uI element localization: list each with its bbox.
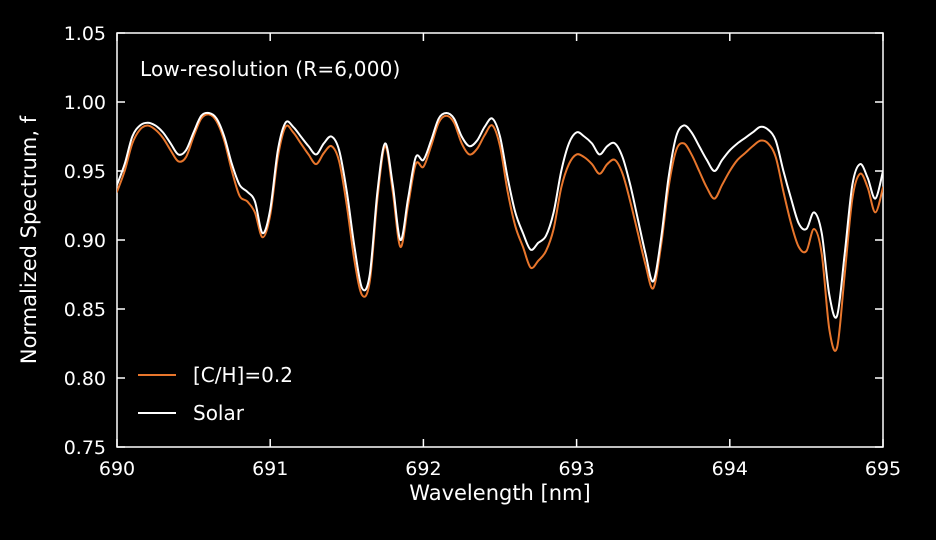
y-tick-label: 1.05	[64, 23, 106, 45]
legend-label-ch02: [C/H]=0.2	[193, 363, 293, 387]
x-tick-label: 695	[865, 458, 901, 480]
legend-item-solar: Solar	[138, 398, 293, 428]
x-tick-label: 694	[712, 458, 748, 480]
axes-frame	[116, 32, 884, 448]
legend: [C/H]=0.2 Solar	[138, 360, 293, 428]
y-axis-label-wrap: Normalized Spectrum, f	[0, 33, 58, 447]
x-tick-label: 692	[405, 458, 441, 480]
y-tick-label: 0.75	[64, 437, 106, 459]
legend-line-sample-white	[138, 412, 176, 414]
legend-item-ch02: [C/H]=0.2	[138, 360, 293, 390]
y-tick-label: 1.00	[64, 92, 106, 114]
plot-annotation: Low-resolution (R=6,000)	[140, 57, 401, 81]
y-tick-label: 0.90	[64, 230, 106, 252]
legend-line-sample-orange	[138, 374, 176, 376]
spectrum-line-solar	[117, 111, 883, 319]
y-tick-label: 0.80	[64, 368, 106, 390]
x-axis-label: Wavelength [nm]	[409, 481, 591, 505]
y-tick-label: 0.85	[64, 299, 106, 321]
x-tick-label: 690	[99, 458, 135, 480]
x-tick-label: 693	[558, 458, 594, 480]
spectrum-line-ch02	[117, 113, 883, 352]
y-tick-label: 0.95	[64, 161, 106, 183]
x-tick-label: 691	[252, 458, 288, 480]
legend-label-solar: Solar	[193, 401, 244, 425]
y-axis-label: Normalized Spectrum, f	[17, 115, 41, 365]
